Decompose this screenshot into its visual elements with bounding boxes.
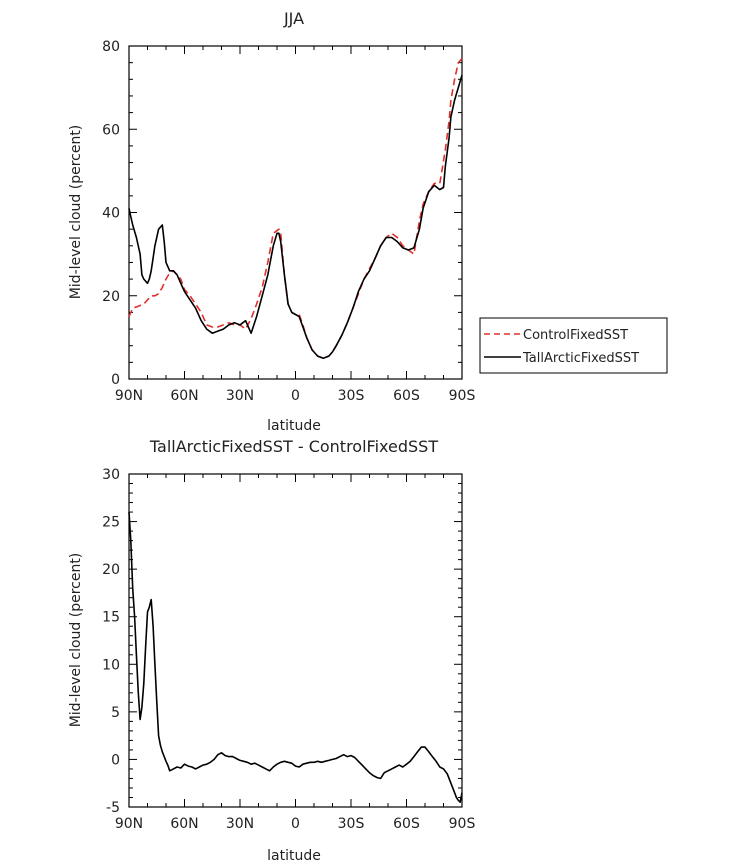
top-y-tick-label: 0: [111, 372, 120, 388]
bottom-y-tick-label: 15: [102, 610, 120, 626]
bottom-x-tick-label: 0: [291, 816, 300, 832]
bottom-x-axis-label: latitude: [267, 848, 321, 864]
top-x-tick-label: 60N: [170, 388, 198, 404]
bottom-x-tick-label: 60S: [393, 816, 420, 832]
top-y-tick-labels: 0 20 40 60 80: [102, 39, 120, 388]
legend: ControlFixedSST TallArcticFixedSST: [479, 317, 668, 374]
bottom-tick-marks: [128, 473, 463, 808]
top-x-tick-label: 60S: [393, 388, 420, 404]
legend-label-control: ControlFixedSST: [523, 328, 628, 343]
legend-label-tallarctic: TallArcticFixedSST: [522, 351, 639, 366]
legend-box: [479, 317, 668, 374]
top-series-lines: [128, 57, 463, 360]
top-x-tick-label: 90S: [449, 388, 476, 404]
bottom-y-tick-label: 20: [102, 562, 120, 578]
top-y-tick-label: 40: [102, 206, 120, 222]
bottom-x-tick-label: 30N: [226, 816, 254, 832]
bottom-y-tick-labels: -5 0 5 10 15 20 25 30: [102, 467, 120, 816]
top-x-tick-labels: 90N 60N 30N 0 30S 60S 90S: [115, 388, 476, 404]
top-series-line-controlfixedsst: [128, 57, 463, 360]
bottom-plot-frame: [128, 473, 463, 808]
bottom-x-tick-label: 90N: [115, 816, 143, 832]
top-tick-marks: [128, 45, 463, 380]
top-series-line-tallarcticfixedsst: [128, 74, 463, 360]
top-x-tick-label: 90N: [115, 388, 143, 404]
bottom-y-tick-label: 0: [111, 752, 120, 768]
bottom-y-tick-label: 5: [111, 705, 120, 721]
top-x-tick-label: 30N: [226, 388, 254, 404]
bottom-x-tick-label: 90S: [449, 816, 476, 832]
top-y-tick-label: 60: [102, 122, 120, 138]
top-y-tick-label: 20: [102, 289, 120, 305]
top-y-axis-label: Mid-level cloud (percent): [68, 125, 84, 300]
top-x-axis-label: latitude: [267, 418, 321, 434]
top-x-tick-label: 30S: [338, 388, 365, 404]
bottom-y-tick-label: 30: [102, 467, 120, 483]
top-y-tick-label: 80: [102, 39, 120, 55]
top-chart: JJA 90N 60N 30N 0 30S 60S 90S 0 20 40 60 80 latitu…: [68, 9, 668, 434]
bottom-x-tick-label: 30S: [338, 816, 365, 832]
bottom-x-tick-label: 60N: [170, 816, 198, 832]
top-plot-frame: [128, 45, 463, 380]
bottom-x-tick-labels: 90N 60N 30N 0 30S 60S 90S: [115, 816, 476, 832]
top-chart-title: JJA: [283, 9, 304, 28]
bottom-y-tick-label: 10: [102, 657, 120, 673]
bottom-chart: TallArcticFixedSST - ControlFixedSST 90N…: [68, 437, 475, 864]
bottom-y-tick-label: -5: [106, 800, 120, 816]
bottom-chart-title: TallArcticFixedSST - ControlFixedSST: [149, 437, 438, 456]
bottom-y-tick-label: 25: [102, 515, 120, 531]
bottom-series-lines: [128, 512, 463, 804]
top-x-tick-label: 0: [291, 388, 300, 404]
bottom-y-axis-label: Mid-level cloud (percent): [68, 553, 84, 728]
bottom-series-line-tallarcticfixedsst-controlfixedsst: [128, 512, 463, 804]
